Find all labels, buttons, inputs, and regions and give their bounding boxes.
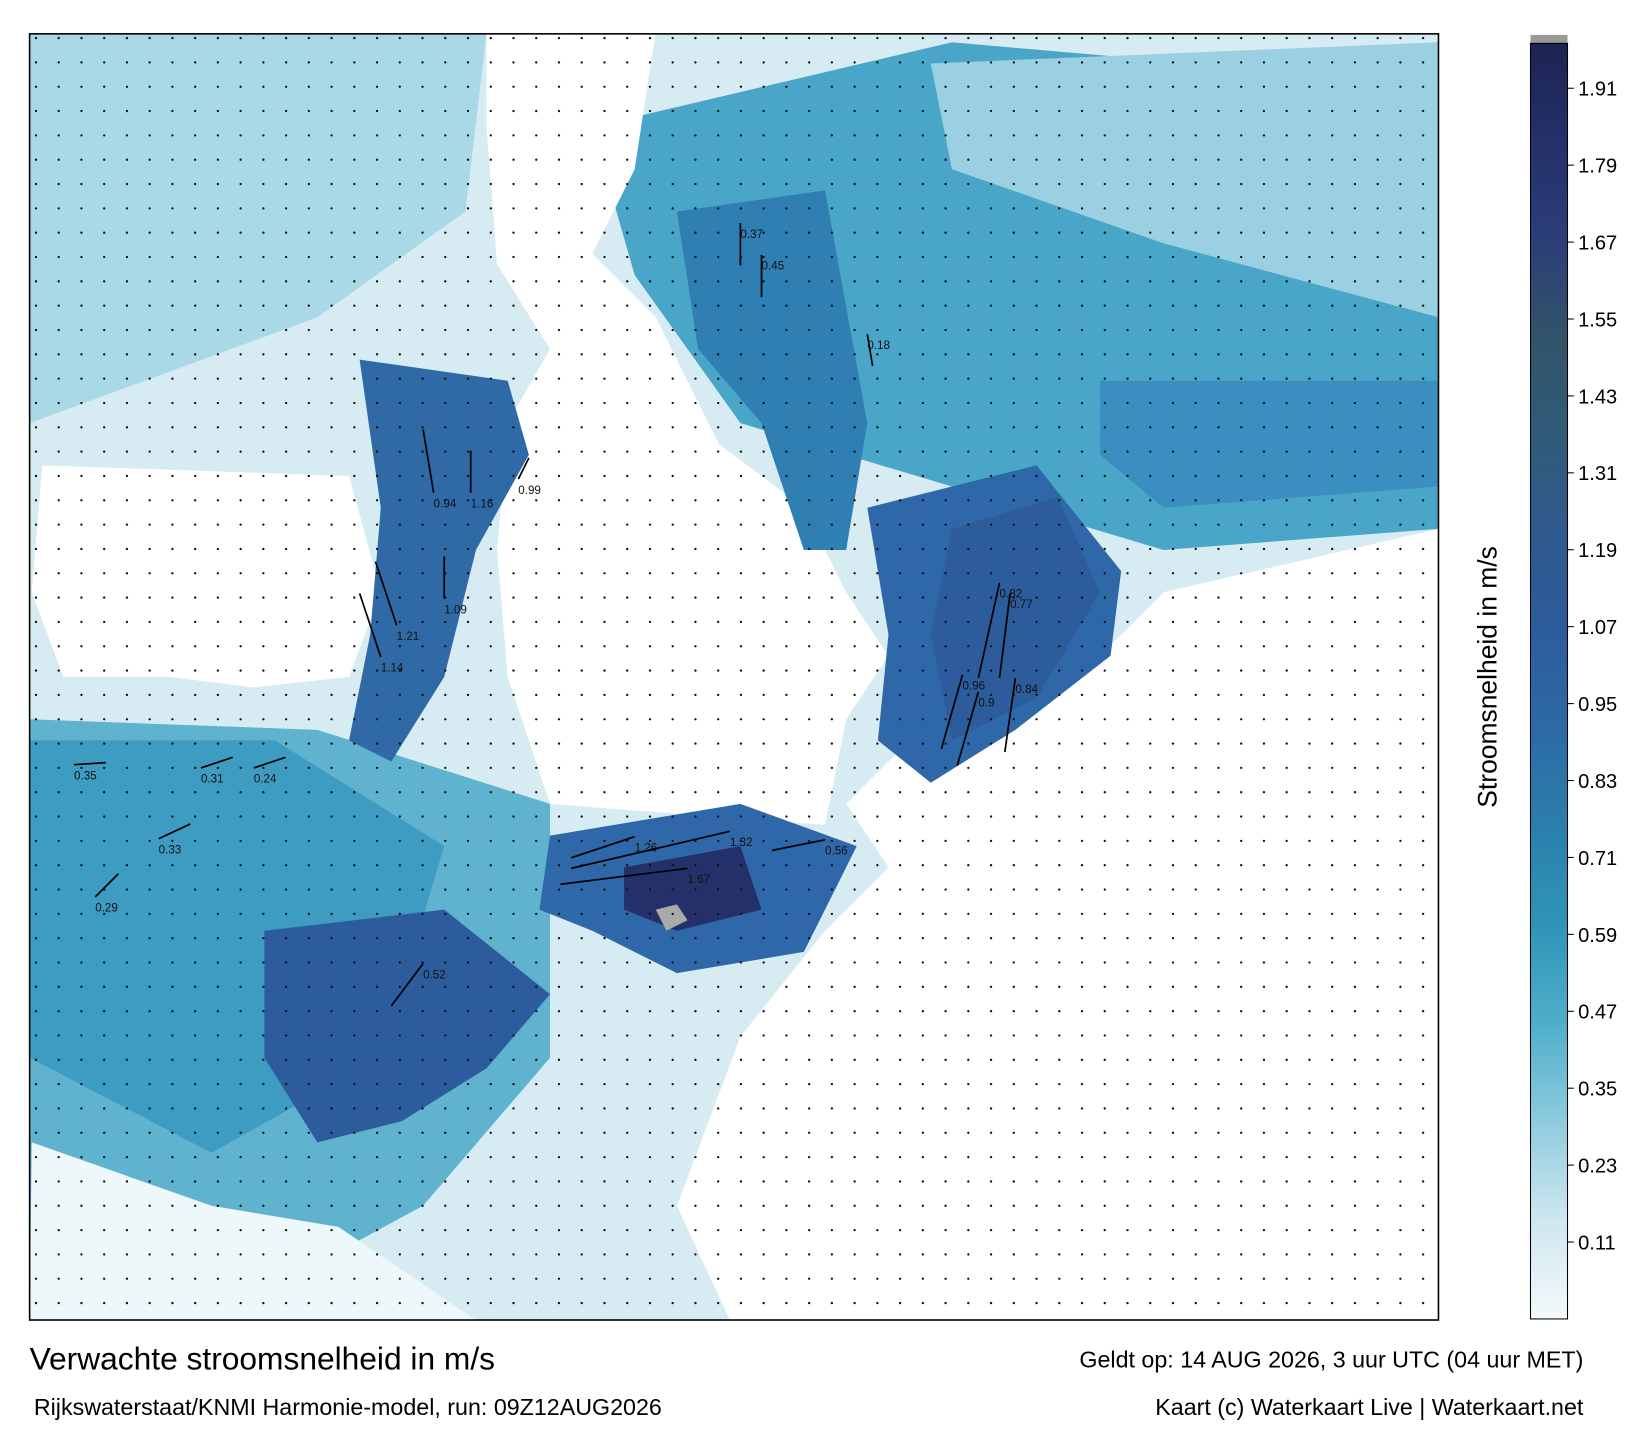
- current-arrow: [94, 873, 120, 898]
- current-value: 0.33: [159, 844, 182, 857]
- current-value: 0.96: [963, 680, 986, 693]
- model-run: Rijkswaterstaat/KNMI Harmonie-model, run…: [34, 1394, 662, 1420]
- current-arrow: [570, 835, 635, 859]
- current-value: 1.14: [381, 662, 404, 675]
- colorbar-tick-label: 0.71: [1578, 848, 1617, 870]
- colorbar-tick-label: 1.79: [1578, 156, 1617, 178]
- current-value: 1.32: [730, 836, 753, 849]
- valid-time: Geldt op: 14 AUG 2026, 3 uur UTC (04 uur…: [1079, 1347, 1583, 1373]
- current-arrow: [73, 761, 106, 766]
- colorbar-tick-label: 1.19: [1578, 540, 1617, 562]
- current-arrow: [1003, 677, 1017, 753]
- map: 0.35 0.33 0.29 1.09 1.21 1.14 0.94 1.16 0.99 1.26…: [29, 33, 1439, 1321]
- current-value: 0.77: [1010, 598, 1033, 611]
- current-arrow: [998, 593, 1011, 679]
- colorbar-tick-label: 1.55: [1578, 309, 1617, 331]
- current-value: 0.24: [254, 773, 277, 786]
- current-arrow: [560, 867, 688, 886]
- current-arrow: [771, 838, 826, 852]
- current-value: 0.45: [762, 260, 785, 273]
- current-value: 0.35: [74, 770, 97, 783]
- current-value: 0.99: [518, 484, 541, 497]
- title: Verwachte stroomsnelheid in m/s: [30, 1341, 495, 1377]
- current-value: 0.94: [434, 498, 457, 511]
- colorbar-tick-label: 0.35: [1578, 1079, 1617, 1101]
- current-value: 1.26: [635, 841, 658, 854]
- colorbar-tick-label: 0.95: [1578, 694, 1617, 716]
- current-arrow: [358, 593, 382, 658]
- current-value: 0.37: [740, 228, 763, 241]
- credit: Kaart (c) Waterkaart Live | Waterkaart.n…: [1155, 1394, 1584, 1420]
- current-value: 0.9: [978, 697, 994, 710]
- current-value: 1.16: [471, 498, 494, 511]
- current-value: 1.21: [397, 630, 420, 643]
- colorbar-tick-label: 0.23: [1578, 1156, 1617, 1178]
- colorbar: Stroomsnelheid in m/s 0.11 0.23 0.35 0.47 0.…: [1473, 34, 1617, 1320]
- current-arrow: [977, 582, 1001, 679]
- current-arrow: [158, 823, 191, 840]
- current-value: 0.84: [1015, 683, 1038, 696]
- colorbar-tick-label: 1.91: [1578, 79, 1617, 101]
- current-value: 0.31: [201, 773, 224, 786]
- colorbar-label: Stroomsnelheid in m/s: [1473, 546, 1503, 808]
- colorbar-tick-label: 0.83: [1578, 771, 1617, 793]
- colorbar-tick-label: 1.67: [1578, 232, 1617, 254]
- current-arrow: [253, 756, 286, 769]
- current-arrow: [956, 691, 980, 767]
- current-arrow: [200, 756, 233, 769]
- current-arrow: [940, 674, 964, 750]
- colorbar-tick-label: 0.11: [1578, 1232, 1616, 1254]
- colorbar-tick-label: 0.47: [1578, 1002, 1617, 1024]
- colorbar-tick-label: 1.07: [1578, 617, 1617, 639]
- map-frame: [28, 33, 1440, 1321]
- current-arrow: [517, 457, 530, 480]
- current-value: 1.09: [444, 603, 467, 616]
- current-value: 0.29: [95, 902, 118, 915]
- current-arrow: [422, 429, 435, 494]
- colorbar-tick-label: 0.59: [1578, 925, 1617, 947]
- colorbar-tick-label: 1.31: [1578, 463, 1617, 485]
- current-value: 0.56: [825, 845, 848, 858]
- current-arrow: [866, 334, 874, 367]
- current-value: 1.67: [688, 873, 711, 886]
- colorbar-tick-label: 1.43: [1578, 386, 1617, 408]
- current-arrow: [570, 830, 731, 870]
- current-value: 0.52: [423, 968, 446, 981]
- current-arrow: [374, 561, 398, 626]
- current-arrow: [390, 963, 424, 1007]
- current-value: 0.18: [867, 339, 890, 352]
